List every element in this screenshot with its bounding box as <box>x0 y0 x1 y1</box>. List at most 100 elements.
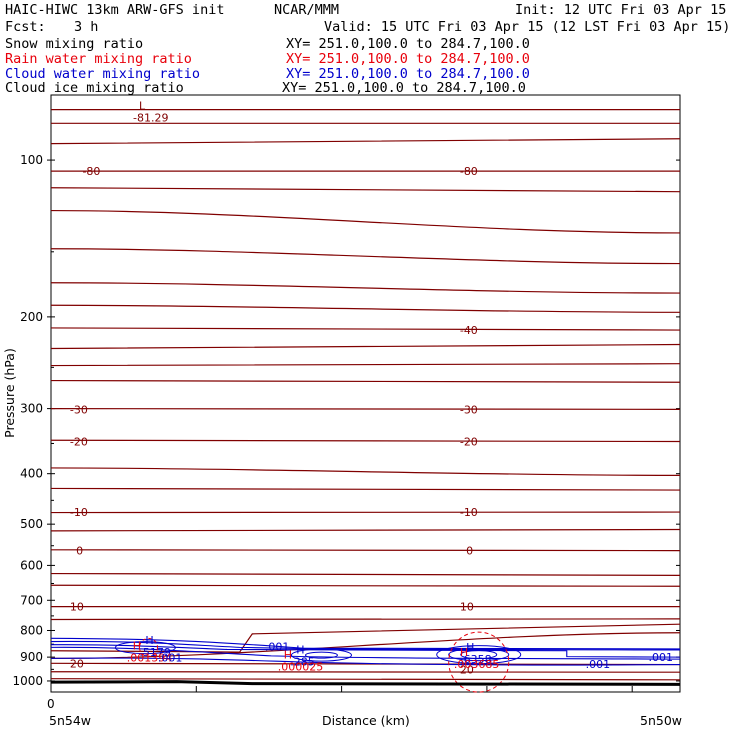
isotherm-line <box>50 632 681 659</box>
isotherm-line <box>50 327 681 331</box>
isotherm-label: -30 <box>460 403 478 416</box>
legend-cloudice-name: Cloud ice mixing ratio <box>5 80 184 96</box>
isotherm-line <box>50 408 681 410</box>
isotherm-line <box>50 618 681 621</box>
fcst-label: Fcst: <box>5 19 46 35</box>
high-marker: H <box>296 643 304 656</box>
isotherm-label: -20 <box>70 436 88 449</box>
extremum-value-label: .000025 <box>278 660 324 673</box>
isotherm-label: 10 <box>70 601 84 614</box>
isotherm-label: 0 <box>76 545 83 558</box>
x-axis-label: Distance (km) <box>322 713 410 728</box>
y-tick-label: 700 <box>20 593 43 607</box>
model-title: HAIC-HIWC 13km ARW-GFS init <box>5 2 225 18</box>
extremum-value-label: -81.29 <box>133 112 168 125</box>
isotherm-line <box>50 678 681 681</box>
cloud-water-contour <box>460 650 498 660</box>
extremum-value-label: .003685 <box>454 658 500 671</box>
isotherm-line <box>50 623 681 653</box>
cloud-water-contour <box>304 651 338 659</box>
isotherm-line <box>50 282 681 294</box>
cloud-water-label: .001 <box>158 652 183 665</box>
isotherm-label: 20 <box>460 663 474 676</box>
y-axis-label: Pressure (hPa) <box>2 348 17 438</box>
cloud-water-contour <box>436 645 522 665</box>
extremum-value-label: .6358 <box>460 653 492 666</box>
cloud-water-label: .001 <box>649 651 674 664</box>
high-marker: H <box>284 648 292 661</box>
isotherm-line <box>50 487 681 491</box>
isotherm-label: -30 <box>70 403 88 416</box>
legend-cloudwater-xy: XY= 251.0,100.0 to 284.7,100.0 <box>286 66 530 82</box>
high-marker: H <box>460 646 468 659</box>
x-end-label: 5n50w <box>640 713 683 728</box>
isotherm-label: 20 <box>70 657 84 670</box>
extremum-value-label: .001394 <box>127 651 172 664</box>
low-marker: L <box>139 100 146 113</box>
extremum-value-label: .5179 <box>139 646 171 659</box>
org-label: NCAR/MMM <box>274 2 340 18</box>
cloud-water-contour <box>50 637 681 650</box>
legend-rain-name: Rain water mixing ratio <box>5 51 192 67</box>
cloud-water-contour <box>114 641 176 655</box>
cloud-water-contour <box>50 657 681 666</box>
legend-rain-xy: XY= 251.0,100.0 to 284.7,100.0 <box>286 51 530 67</box>
y-tick-label: 100 <box>20 153 43 167</box>
isotherm-label: -40 <box>460 324 478 337</box>
isotherm-label: -80 <box>460 165 478 178</box>
x-tick-label-zero: 0 <box>47 697 55 711</box>
y-tick-label: 200 <box>20 310 43 324</box>
plot-frame <box>50 94 681 693</box>
isotherm-line <box>50 572 681 576</box>
isotherm-label: 0 <box>466 545 473 558</box>
legend-cloudice-xy: XY= 251.0,100.0 to 284.7,100.0 <box>282 80 526 96</box>
y-tick-label: 900 <box>20 650 43 664</box>
isotherm-line <box>50 467 681 476</box>
y-tick-label: 1000 <box>12 674 43 688</box>
cloud-water-contour <box>448 648 510 662</box>
legend-snow-xy: XY= 251.0,100.0 to 284.7,100.0 <box>286 36 530 52</box>
cloud-water-label: .001 <box>265 640 290 653</box>
legend-snow-name: Snow mixing ratio <box>5 36 144 52</box>
legend-cloudwater-name: Cloud water mixing ratio <box>5 66 201 82</box>
isotherm-line <box>50 304 681 313</box>
cloud-water-contour <box>290 648 352 662</box>
rain-water-contour <box>448 631 510 693</box>
isotherm-label: -20 <box>460 436 478 449</box>
extremum-value-label: .285 <box>290 655 315 668</box>
y-tick-label: 800 <box>20 623 43 637</box>
isotherm-line <box>50 343 681 350</box>
isotherm-line <box>50 209 681 234</box>
cloud-water-label: .001 <box>586 658 611 671</box>
cloud-water-contour <box>50 640 681 651</box>
isotherm-line <box>50 584 681 587</box>
isotherm-label: -10 <box>70 506 88 519</box>
ground-surface-line <box>50 680 681 686</box>
y-tick-label: 600 <box>20 558 43 572</box>
high-marker: H <box>466 641 474 654</box>
isotherm-line <box>50 248 681 265</box>
cloud-water-contour <box>50 646 681 660</box>
isotherm-label: 10 <box>460 601 474 614</box>
isotherm-line <box>50 363 681 367</box>
valid-time: Valid: 15 UTC Fri 03 Apr 15 (12 LST Fri … <box>324 19 731 35</box>
init-time: Init: 12 UTC Fri 03 Apr 15 <box>515 2 727 18</box>
y-tick-label: 300 <box>20 402 43 416</box>
fcst-value: 3 h <box>74 19 99 35</box>
isotherm-line <box>50 187 681 193</box>
isotherm-line <box>50 138 681 145</box>
isotherm-line <box>50 549 681 552</box>
isotherm-label: -10 <box>460 506 478 519</box>
isotherm-line <box>50 379 681 383</box>
y-tick-label: 400 <box>20 467 43 481</box>
high-marker: H <box>145 634 153 647</box>
x-start-label: 5n54w <box>49 713 92 728</box>
isotherm-line <box>50 439 681 443</box>
high-marker: H <box>133 639 141 652</box>
isotherm-line <box>50 528 681 532</box>
rain-water-contour <box>138 637 158 657</box>
y-tick-label: 500 <box>20 517 43 531</box>
isotherm-label: -80 <box>82 165 100 178</box>
